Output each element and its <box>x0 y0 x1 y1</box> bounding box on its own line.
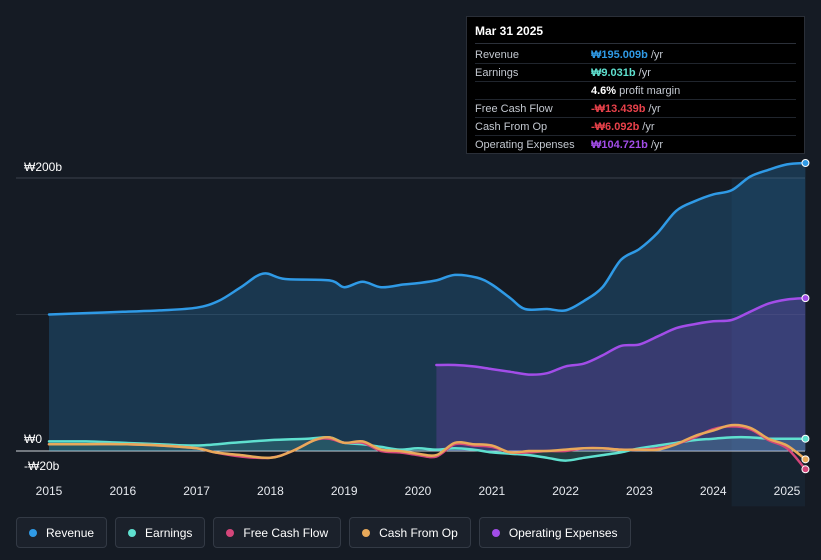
tooltip-unit: /yr <box>650 138 664 151</box>
tooltip-unit: /yr <box>638 66 651 79</box>
tooltip-value: 4.6% <box>591 84 617 97</box>
y-label-bottom: -₩20b <box>24 459 60 473</box>
legend-earnings[interactable]: Earnings <box>115 517 206 548</box>
x-tick-2017: 2017 <box>183 484 210 498</box>
free-cash-flow-endpoint <box>801 465 810 474</box>
gridlines <box>16 177 805 452</box>
tooltip-unit: /yr <box>648 102 661 115</box>
y-label-zero: ₩0 <box>24 432 42 446</box>
tooltip-rows: Revenue ₩195.009b/yr Earnings ₩9.031b/yr 4.6… <box>475 46 796 153</box>
operating-expenses-endpoint <box>801 294 810 303</box>
tooltip-row: Earnings ₩9.031b/yr <box>475 64 796 82</box>
tooltip-label: Revenue <box>475 48 520 61</box>
series-endpoints <box>801 158 810 474</box>
tooltip-unit: /yr <box>650 48 664 61</box>
legend-label: Revenue <box>46 525 95 540</box>
tooltip-value: -₩6.092b <box>591 120 640 133</box>
tooltip-value: ₩104.721b <box>591 138 648 151</box>
tooltip-value: ₩9.031b <box>591 66 636 79</box>
cash-from-op-line <box>47 423 807 461</box>
tooltip-date: Mar 31 2025 <box>475 24 796 44</box>
free-cash-flow-line <box>47 425 807 471</box>
x-tick-2019: 2019 <box>331 484 358 498</box>
legend-dot-icon <box>29 528 37 537</box>
x-tick-2023: 2023 <box>626 484 653 498</box>
tooltip-row: Free Cash Flow -₩13.439b/yr <box>475 100 796 118</box>
legend-operating-expenses[interactable]: Operating Expenses <box>478 517 631 548</box>
operating-expenses-line <box>435 296 807 376</box>
tooltip-row: Cash From Op -₩6.092b/yr <box>475 118 796 136</box>
cash-from-op-endpoint <box>801 455 810 464</box>
series-lines <box>47 161 807 471</box>
tooltip-row: 4.6% profit margin <box>475 82 796 100</box>
legend-dot-icon <box>362 528 371 537</box>
legend-dot-icon <box>226 528 235 537</box>
tooltip-row: Operating Expenses ₩104.721b/yr <box>475 136 796 153</box>
legend-revenue[interactable]: Revenue <box>16 517 108 548</box>
x-tick-2022: 2022 <box>552 484 579 498</box>
tooltip-value: -₩13.439b <box>591 102 646 115</box>
tooltip-label: Cash From Op <box>475 120 548 133</box>
tooltip-row: Revenue ₩195.009b/yr <box>475 46 796 64</box>
legend-free-cash-flow[interactable]: Free Cash Flow <box>213 517 342 548</box>
legend-label: Cash From Op <box>379 525 458 540</box>
tooltip-value: ₩195.009b <box>591 48 648 61</box>
tooltip-label: Earnings <box>475 66 519 79</box>
legend-dot-icon <box>128 528 137 537</box>
tooltip-label: Operating Expenses <box>475 138 575 151</box>
forecast-highlight-band <box>731 178 805 507</box>
y-label-top: ₩200b <box>24 160 62 174</box>
x-tick-2021: 2021 <box>478 484 505 498</box>
x-tick-2020: 2020 <box>405 484 432 498</box>
x-tick-2018: 2018 <box>257 484 284 498</box>
tooltip-unit: profit margin <box>619 84 681 97</box>
operating-expenses-area <box>436 298 806 451</box>
legend-label: Free Cash Flow <box>243 525 329 540</box>
legend-label: Operating Expenses <box>508 525 618 540</box>
x-tick-2015: 2015 <box>36 484 63 498</box>
series-areas <box>49 163 806 461</box>
revenue-endpoint <box>801 158 810 167</box>
revenue-area <box>49 163 806 451</box>
x-tick-2025: 2025 <box>774 484 801 498</box>
revenue-line <box>47 161 807 316</box>
earnings-endpoint <box>801 434 810 443</box>
tooltip-unit: /yr <box>642 120 655 133</box>
tooltip-label: Free Cash Flow <box>475 102 553 115</box>
legend-cash-from-op[interactable]: Cash From Op <box>349 517 471 548</box>
legend-label: Earnings <box>145 525 193 540</box>
x-tick-2024: 2024 <box>700 484 727 498</box>
legend-dot-icon <box>491 528 500 537</box>
x-tick-2016: 2016 <box>109 484 136 498</box>
data-tooltip: Mar 31 2025 Revenue ₩195.009b/yr Earnings ₩… <box>466 16 805 154</box>
chart-legend: Revenue Earnings Free Cash Flow Cash From O… <box>16 517 631 548</box>
x-axis-ticks: 2015 2016 2017 2018 2019 2020 2021 2022 2023 2024… <box>36 484 801 498</box>
earnings-line <box>47 435 807 462</box>
